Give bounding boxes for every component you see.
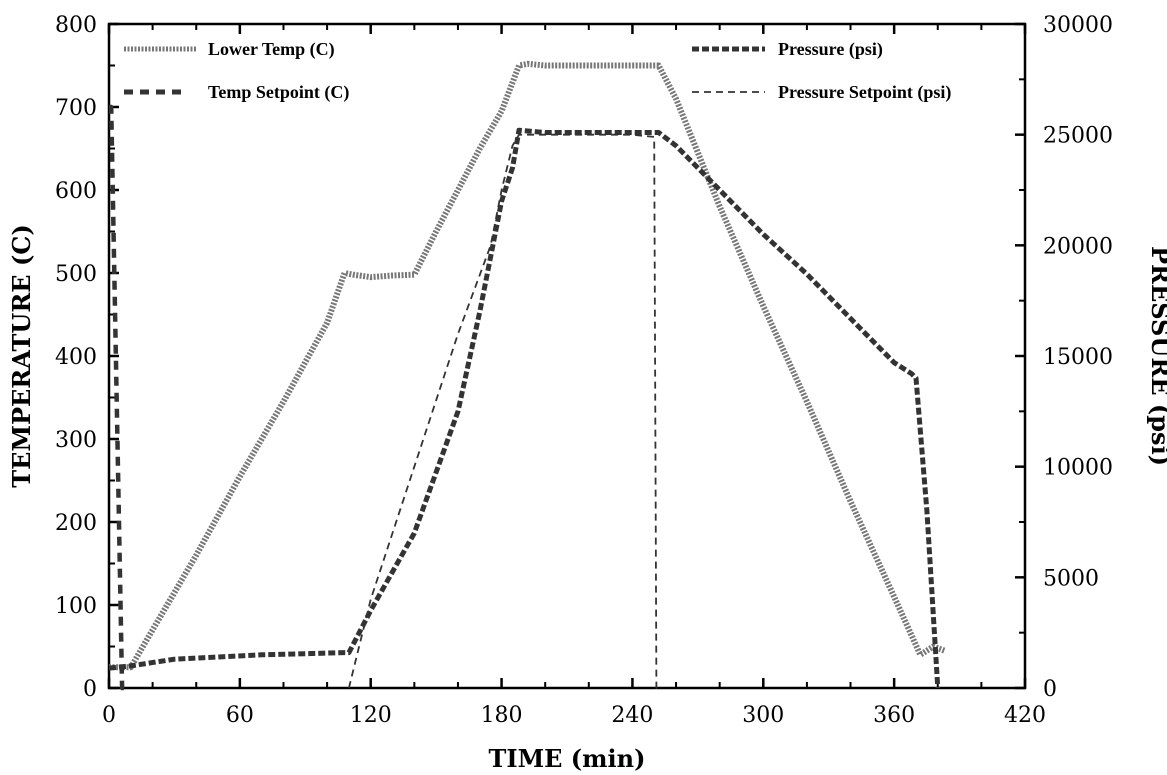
x-axis-title: TIME (min) (489, 744, 646, 773)
y-right-tick-label: 25000 (1043, 124, 1113, 149)
x-tick-labels: 0 60 120 180 240 300 360 420 (102, 703, 1046, 728)
series-pressure (108, 127, 941, 689)
series-lower-temp (109, 60, 946, 671)
y-right-tick-label: 10000 (1043, 456, 1113, 481)
series-pressure-setpoint (348, 133, 659, 689)
y-left-axis-title: TEMPERATURE (C) (7, 224, 36, 488)
y-right-tick-label: 5000 (1043, 566, 1099, 591)
x-tick-label: 360 (873, 703, 915, 728)
y-left-tick-label: 800 (55, 13, 97, 38)
legend-top-right: Pressure (psi) Pressure Setpoint (psi) (692, 39, 951, 103)
y-left-tick-label: 700 (55, 96, 97, 121)
y-left-tick-label: 500 (55, 262, 97, 287)
y-right-tick-label: 30000 (1043, 13, 1113, 38)
x-tick-label: 420 (1004, 703, 1046, 728)
y-left-tick-labels: 0 100 200 300 400 500 600 700 800 (55, 13, 97, 702)
y-left-tick-label: 300 (55, 428, 97, 453)
x-tick-label: 60 (226, 703, 254, 728)
y-left-tick-label: 100 (55, 594, 97, 619)
y-left-tick-label: 400 (55, 345, 97, 370)
axis-ticks (107, 22, 1027, 690)
x-tick-label: 0 (102, 703, 116, 728)
legend-label-lower-temp: Lower Temp (C) (208, 39, 335, 60)
legend-label-temp-setpoint: Temp Setpoint (C) (208, 82, 349, 103)
y-right-tick-label: 0 (1043, 677, 1057, 702)
legend-label-pressure-setpoint: Pressure Setpoint (psi) (778, 82, 951, 103)
y-left-tick-label: 0 (83, 677, 97, 702)
x-tick-label: 240 (611, 703, 653, 728)
legend-top-left: Lower Temp (C) Temp Setpoint (C) (124, 39, 349, 103)
series-temp-setpoint (108, 104, 131, 691)
y-left-tick-label: 200 (55, 511, 97, 536)
y-right-tick-label: 20000 (1043, 234, 1113, 259)
y-right-axis-title: PRESSURE (psi) (1146, 246, 1167, 466)
y-right-tick-label: 15000 (1043, 345, 1113, 370)
x-tick-label: 180 (481, 703, 523, 728)
series-layer (108, 60, 946, 691)
x-tick-label: 300 (742, 703, 784, 728)
y-right-tick-labels: 0 5000 10000 15000 20000 25000 30000 (1043, 13, 1113, 702)
x-tick-label: 120 (350, 703, 392, 728)
legend-label-pressure: Pressure (psi) (778, 39, 883, 60)
y-left-tick-label: 600 (55, 179, 97, 204)
